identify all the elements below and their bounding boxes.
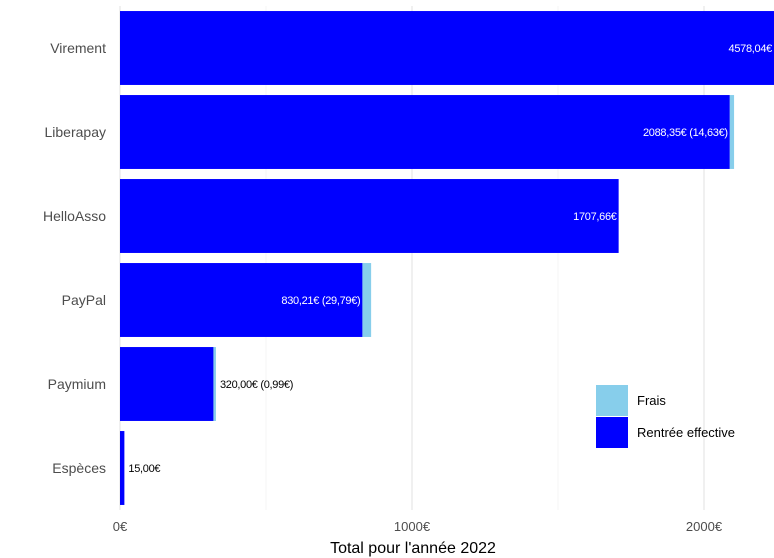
category-label: PayPal [62,292,106,308]
category-label: Virement [50,40,106,56]
bar-rentree-effective [120,179,619,253]
bar-value-label: 320,00€ (0,99€) [220,379,293,391]
category-label: Liberapay [45,124,107,140]
bar-rentree-effective [120,263,363,337]
bar-frais [729,95,735,169]
x-axis-label: Total pour l'année 2022 [330,540,496,557]
grid-lines [119,6,705,510]
bar-rentree-effective [120,347,214,421]
bar-value-label: 4578,04€ [729,43,773,55]
bar-frais [213,347,216,421]
bars [120,11,774,505]
legend: Frais Rentrée effective [596,385,735,448]
legend-label: Frais [637,393,666,408]
bar-value-label: 15,00€ [128,463,160,475]
category-label: HelloAsso [43,208,106,224]
legend-swatch [596,417,628,448]
bar-frais [362,263,372,337]
category-labels: Virement Liberapay HelloAsso PayPal Paymium E… [43,40,106,476]
bar-value-label: 2088,35€ (14,63€) [643,127,728,139]
legend-label: Rentrée effective [637,425,735,440]
bar-value-label: 830,21€ (29,79€) [281,295,360,307]
x-tick-label: 0€ [113,519,128,534]
bar-rentree-effective [120,431,125,505]
category-label: Paymium [48,376,106,392]
bar-rentree-effective [120,95,730,169]
x-tick-labels: 0€1000€2000€3000€4000€ [113,519,723,534]
category-label: Espèces [52,460,106,476]
legend-swatch [596,385,628,416]
bar-labels: 4578,04€ 2088,35€ (14,63€) 1707,66€ 830,21€… [128,43,772,475]
bar-rentree-effective [120,11,774,85]
x-tick-label: 2000€ [686,519,723,534]
x-tick-label: 1000€ [394,519,431,534]
bar-value-label: 1707,66€ [573,211,617,223]
